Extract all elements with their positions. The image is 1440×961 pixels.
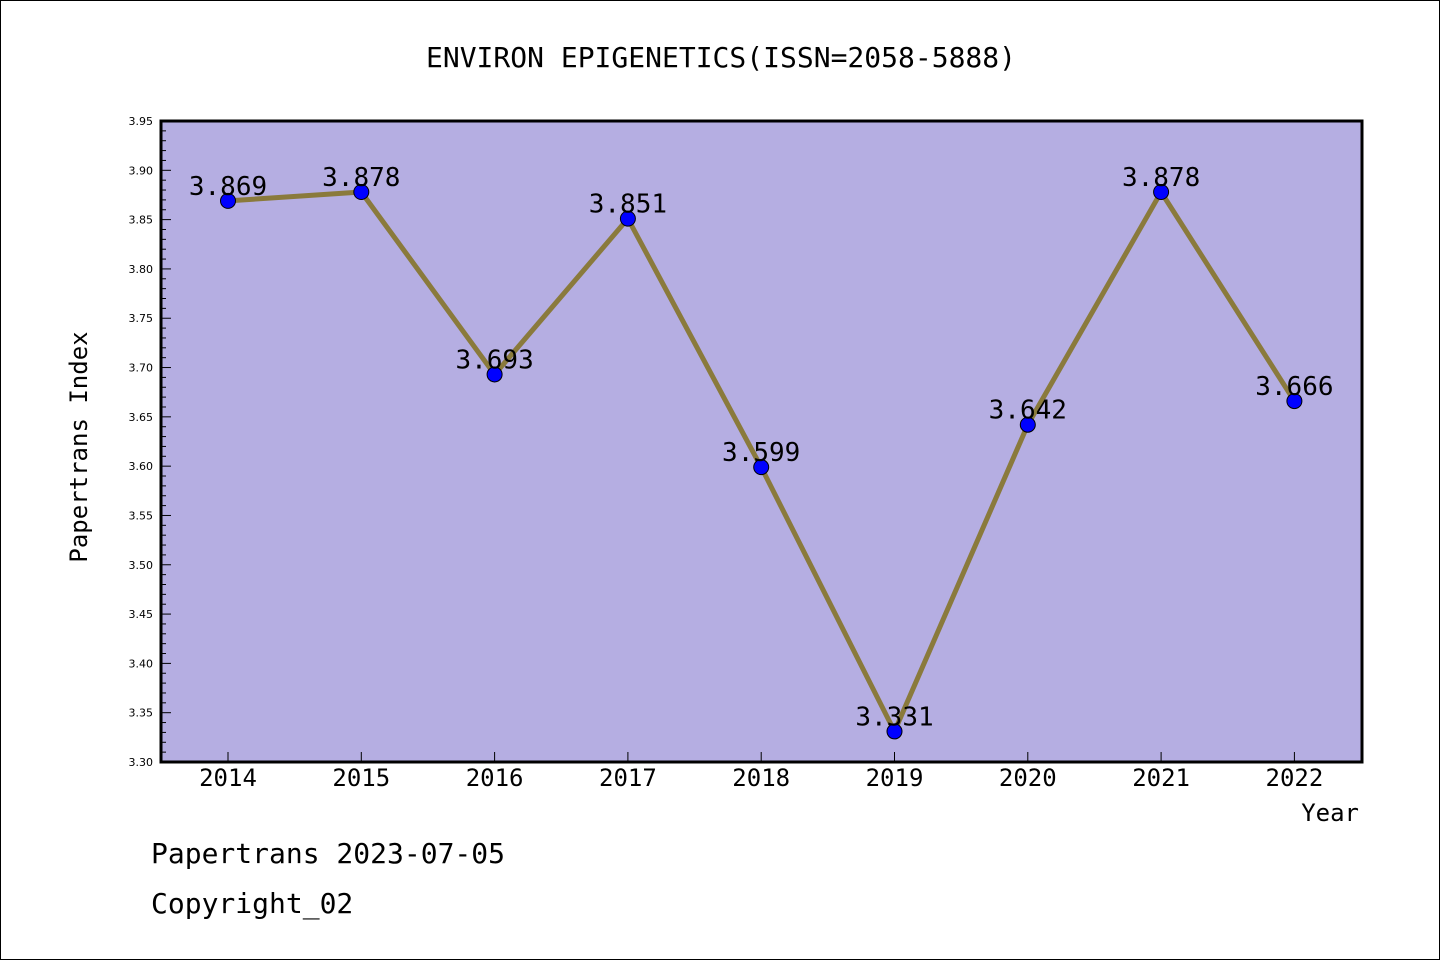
data-point — [886, 723, 903, 740]
data-point — [486, 366, 503, 383]
x-tick-label: 2014 — [199, 764, 257, 792]
x-axis-label: Year — [1301, 799, 1359, 827]
x-axis: 2014 2015 2016 2017 2018 2019 2020 2021 2022 — [199, 752, 1323, 792]
y-tick-label: 3.60 — [129, 460, 154, 473]
plot-area — [159, 119, 1364, 764]
data-label: 3.331 — [855, 702, 933, 732]
chart-title: ENVIRON EPIGENETICS(ISSN=2058-5888) — [426, 41, 1016, 74]
y-tick-label: 3.90 — [129, 164, 154, 177]
y-tick-label: 3.55 — [129, 509, 154, 522]
y-tick-label: 3.40 — [129, 657, 154, 670]
data-label: 3.878 — [322, 163, 400, 193]
y-tick-label: 3.35 — [129, 707, 154, 720]
data-label: 3.878 — [1122, 163, 1200, 193]
data-label: 3.599 — [722, 438, 800, 468]
x-tick-label: 2017 — [599, 764, 657, 792]
data-point — [220, 192, 236, 209]
y-tick-label: 3.85 — [129, 214, 154, 227]
y-axis: 3.30 3.35 3.40 3.45 3.50 3.55 3.60 3.65 3.70 3.75… — [129, 115, 171, 769]
y-tick-label: 3.50 — [129, 559, 154, 572]
data-label: 3.851 — [589, 190, 667, 220]
data-label: 3.869 — [189, 172, 267, 202]
x-tick-label: 2019 — [866, 764, 924, 792]
data-point — [1153, 184, 1170, 201]
data-point — [1286, 393, 1303, 410]
y-tick-label: 3.65 — [129, 411, 154, 424]
y-tick-label: 3.70 — [129, 362, 154, 375]
y-tick-label: 3.45 — [129, 608, 154, 621]
x-tick-label: 2016 — [466, 764, 524, 792]
data-labels: 3.869 3.878 3.693 3.851 3.599 3.331 3.642 3.878… — [189, 163, 1334, 732]
data-point — [753, 459, 770, 476]
y-axis-label: Papertrans Index — [65, 331, 93, 562]
x-tick-label: 2015 — [332, 764, 390, 792]
y-tick-label: 3.30 — [129, 756, 154, 769]
data-points — [220, 184, 1303, 740]
x-tick-label: 2020 — [999, 764, 1057, 792]
data-label: 3.666 — [1255, 372, 1333, 402]
data-point — [619, 210, 636, 227]
x-tick-label: 2018 — [732, 764, 790, 792]
x-tick-label: 2022 — [1266, 764, 1324, 792]
y-tick-label: 3.75 — [129, 312, 154, 325]
footer-copyright: Copyright_02 — [151, 887, 354, 920]
data-label: 3.642 — [989, 396, 1067, 426]
y-tick-label: 3.95 — [129, 115, 154, 128]
x-tick-label: 2021 — [1132, 764, 1190, 792]
data-point — [1019, 416, 1036, 433]
footer-date: Papertrans 2023-07-05 — [151, 837, 506, 870]
y-tick-label: 3.80 — [129, 263, 154, 276]
data-label: 3.693 — [455, 345, 533, 375]
data-point — [353, 184, 370, 201]
